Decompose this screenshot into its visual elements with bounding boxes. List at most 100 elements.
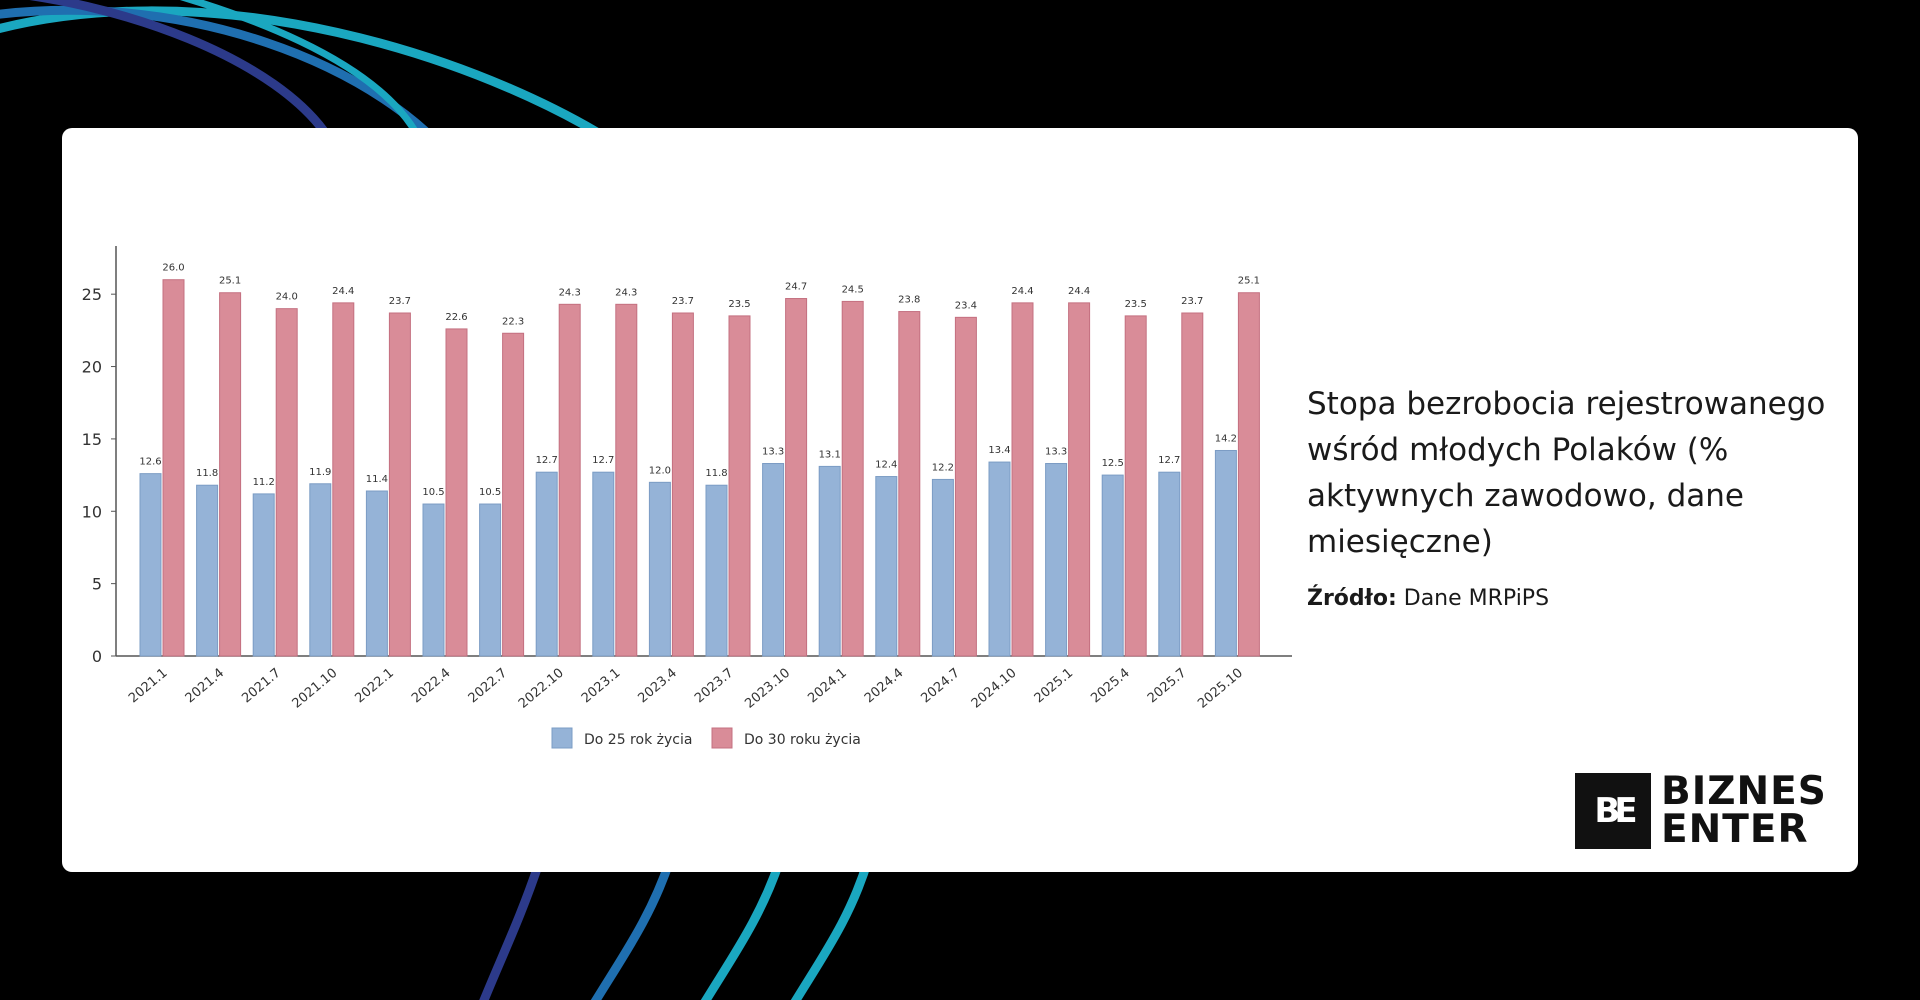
data-label: 22.6	[445, 312, 467, 323]
y-tick-label: 20	[82, 358, 102, 377]
bar-under25-2024.1	[818, 465, 841, 657]
bar-under25-2023.7	[705, 484, 728, 657]
x-tick-label: 2023.10	[742, 666, 793, 712]
bar-under25-2022.4	[422, 503, 445, 657]
bar-under25-2025.10	[1214, 449, 1237, 657]
source-value: Dane MRPiPS	[1403, 586, 1550, 611]
bar-under25-2021.7	[252, 493, 275, 657]
data-label: 25.1	[219, 276, 241, 287]
data-label: 23.8	[898, 295, 920, 306]
data-label: 23.7	[1181, 296, 1203, 307]
legend-swatch	[551, 727, 573, 749]
arc-6	[590, 858, 675, 1000]
bar-chart: 0 5 10 15 20 25 12.6 26.0 11.8 25.1 11.2 24.0 11.9 2…	[82, 246, 1292, 749]
data-label: 12.7	[536, 455, 558, 466]
bar-under30-2025.1	[1068, 302, 1091, 657]
data-label: 24.5	[842, 284, 864, 295]
x-tick-label: 2021.4	[183, 666, 227, 707]
bar-under25-2021.10	[309, 483, 332, 657]
x-tick-label: 2023.7	[692, 666, 736, 707]
x-tick-label: 2022.1	[352, 666, 396, 707]
bar-under30-2024.4	[898, 311, 921, 657]
bar-under30-2023.4	[671, 312, 694, 657]
data-label: 24.7	[785, 282, 807, 293]
x-tick-label: 2025.7	[1145, 666, 1189, 707]
bar-under30-2021.7	[275, 308, 298, 657]
chart-caption-title: Stopa bezrobocia rejestrowanego wśród mł…	[1307, 386, 1826, 560]
source-label: Źródło:	[1307, 586, 1397, 611]
x-tick-label: 2024.4	[862, 666, 906, 707]
bar-under25-2021.1	[139, 473, 162, 657]
bar-under25-2022.1	[365, 490, 388, 657]
data-label: 25.1	[1238, 276, 1260, 287]
logo-wordmark: BIZNES ENTER	[1661, 772, 1827, 852]
data-label: 23.5	[1125, 299, 1147, 310]
x-tick-label: 2022.7	[466, 666, 510, 707]
logo-line-2: ENTER	[1661, 807, 1809, 852]
bar-under25-2024.10	[988, 461, 1011, 657]
data-label: 12.7	[592, 455, 614, 466]
bar-under25-2021.4	[196, 484, 219, 657]
bar-under30-2024.7	[954, 316, 977, 657]
x-tick-label: 2021.1	[126, 666, 170, 707]
bar-under30-2023.1	[615, 303, 638, 657]
bar-under25-2023.1	[592, 471, 615, 657]
legend-label: Do 25 rok życia	[584, 732, 692, 748]
source-line: Źródło: Dane MRPiPS	[1307, 586, 1549, 611]
bar-under30-2024.10	[1011, 302, 1034, 657]
bizneseneter-logo: BE BIZNES ENTER	[1575, 772, 1827, 850]
x-tick-label: 2023.1	[579, 666, 623, 707]
data-label: 13.3	[1045, 447, 1067, 458]
data-label: 12.0	[649, 465, 671, 476]
data-label: 13.3	[762, 447, 784, 458]
arc-5	[479, 858, 545, 1000]
data-label: 24.0	[276, 292, 298, 303]
x-tick-label: 2024.7	[918, 666, 962, 707]
bar-under30-2023.7	[728, 315, 751, 657]
bar-under30-2023.10	[785, 298, 808, 657]
bar-under25-2023.10	[762, 463, 785, 657]
y-tick-label: 5	[92, 575, 102, 594]
data-label: 14.2	[1215, 433, 1237, 444]
x-tick-label: 2022.4	[409, 666, 453, 707]
x-axis-labels: 2021.1 2021.4 2021.7 2021.10 2022.1 2022.4 202…	[126, 666, 1246, 712]
data-label: 10.5	[479, 487, 501, 498]
data-label: 12.6	[139, 457, 161, 468]
x-tick-label: 2025.4	[1088, 666, 1132, 707]
data-label: 13.4	[988, 445, 1010, 456]
data-label: 11.8	[705, 468, 727, 479]
data-label: 11.9	[309, 467, 331, 478]
bar-under25-2022.10	[535, 471, 558, 657]
x-tick-label: 2024.1	[805, 666, 849, 707]
arc-4	[179, 0, 424, 142]
data-label: 24.3	[615, 287, 637, 298]
data-label: 23.7	[672, 296, 694, 307]
data-label: 10.5	[422, 487, 444, 498]
y-tick-label: 15	[82, 430, 102, 449]
arc-7	[700, 858, 785, 1000]
data-label: 22.3	[502, 316, 524, 327]
y-tick-label: 10	[82, 502, 102, 521]
arc-1	[0, 6, 643, 164]
data-label: 24.4	[1068, 286, 1090, 297]
data-label: 24.4	[1011, 286, 1033, 297]
x-tick-label: 2024.10	[969, 666, 1020, 712]
bar-under25-2025.4	[1101, 474, 1124, 657]
content-card: 0 5 10 15 20 25 12.6 26.0 11.8 25.1 11.2 24.0 11.9 2…	[62, 128, 1858, 872]
bars: 12.6 26.0 11.8 25.1 11.2 24.0 11.9 24.4 11.4 23.7…	[139, 263, 1260, 657]
bar-under25-2024.4	[875, 476, 898, 657]
data-label: 24.3	[559, 287, 581, 298]
bar-under30-2022.10	[558, 303, 581, 657]
data-label: 12.7	[1158, 455, 1180, 466]
data-label: 13.1	[819, 449, 841, 460]
data-label: 24.4	[332, 286, 354, 297]
bar-under25-2022.7	[479, 503, 502, 657]
x-tick-label: 2025.10	[1195, 666, 1246, 712]
bar-under30-2024.1	[841, 300, 864, 657]
data-label: 12.2	[932, 462, 954, 473]
bar-under25-2023.4	[648, 481, 671, 657]
data-label: 23.4	[955, 300, 977, 311]
bar-under30-2022.4	[445, 328, 468, 657]
bar-under30-2025.7	[1181, 312, 1204, 657]
